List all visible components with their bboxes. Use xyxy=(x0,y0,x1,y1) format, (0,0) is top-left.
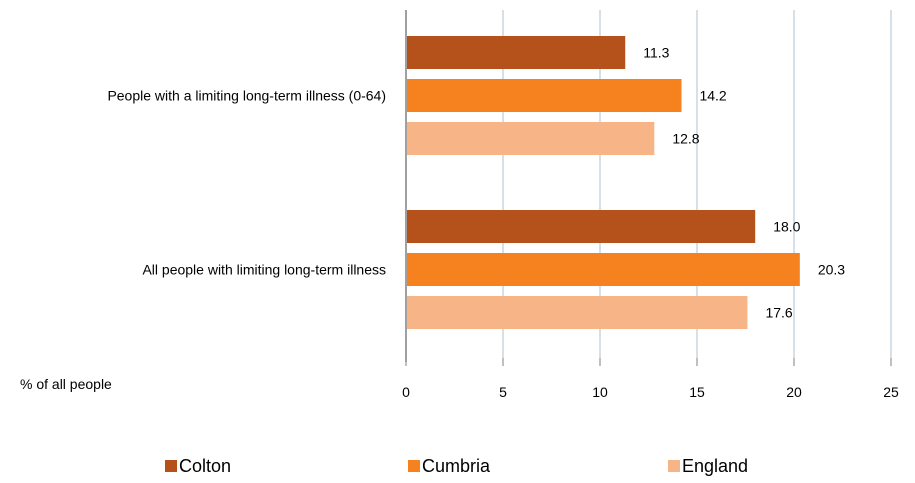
legend-label-england: England xyxy=(682,456,748,476)
x-tick-label: 5 xyxy=(499,384,507,400)
bar-cumbria xyxy=(407,253,800,286)
bar-colton xyxy=(407,210,756,243)
category-label: All people with limiting long-term illne… xyxy=(142,262,386,278)
legend-swatch-cumbria xyxy=(408,460,420,472)
data-label: 20.3 xyxy=(818,262,845,278)
data-label: 14.2 xyxy=(699,88,726,104)
data-label: 18.0 xyxy=(773,219,800,235)
category-label: People with a limiting long-term illness… xyxy=(107,88,386,104)
x-tick-labels: 0 5 10 15 20 25 xyxy=(402,358,899,400)
data-label: 17.6 xyxy=(765,305,792,321)
bars: 11.3 14.2 12.8 18.0 20.3 17.6 xyxy=(407,36,845,329)
category-labels: People with a limiting long-term illness… xyxy=(107,88,386,278)
data-label: 11.3 xyxy=(643,45,669,61)
x-tick-label: 0 xyxy=(402,384,410,400)
x-tick-label: 25 xyxy=(883,384,899,400)
bar-cumbria xyxy=(407,79,682,112)
legend-label-cumbria: Cumbria xyxy=(422,456,491,476)
x-axis-label: % of all people xyxy=(20,376,112,392)
legend-swatch-colton xyxy=(165,460,177,472)
bar-england xyxy=(407,122,655,155)
legend-label-colton: Colton xyxy=(179,456,231,476)
x-tick-label: 10 xyxy=(592,384,608,400)
legend-swatch-england xyxy=(668,460,680,472)
x-tick-label: 15 xyxy=(689,384,705,400)
x-tick-label: 20 xyxy=(786,384,802,400)
bar-england xyxy=(407,296,748,329)
bar-colton xyxy=(407,36,626,69)
data-label: 12.8 xyxy=(672,131,699,147)
legend: Colton Cumbria England xyxy=(165,456,748,476)
